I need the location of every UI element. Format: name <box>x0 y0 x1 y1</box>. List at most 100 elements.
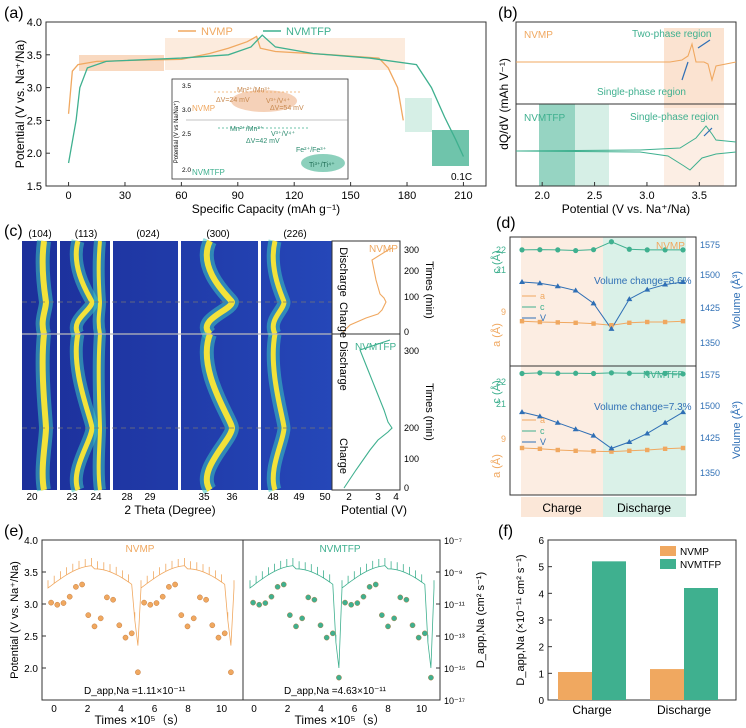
label-charge: Charge <box>337 438 349 474</box>
inset-ytick: 2.5 <box>182 131 191 138</box>
series-line-c <box>521 241 683 252</box>
ytick-c: 21 <box>496 265 506 275</box>
point-a <box>537 319 543 325</box>
point-v <box>572 287 579 293</box>
x-tick-label: 60 <box>175 190 187 202</box>
point-a <box>680 319 686 324</box>
inset-annotation: ΔV=42 mV <box>246 138 280 145</box>
point-a <box>537 446 543 451</box>
side-x-tick-label: 2 <box>346 492 352 503</box>
region-shade <box>664 108 724 186</box>
x-tick-label: 2.5 <box>587 190 602 202</box>
panel-label-f: (f) <box>498 523 513 540</box>
diffusion-point <box>79 581 85 588</box>
diffusion-point <box>153 600 160 606</box>
point-c <box>626 246 632 252</box>
point-a <box>645 447 650 453</box>
y-tick-label: 5 <box>538 563 544 574</box>
point-c <box>626 370 632 376</box>
inset-ylabel: Potential (V vs Na/Na⁺) <box>173 101 180 164</box>
label-nvmp: NVMP <box>524 30 553 41</box>
diffusion-point <box>421 630 428 637</box>
phase-box-discharge <box>603 497 686 517</box>
point-c <box>644 370 650 376</box>
ytick-volume: 1500 <box>700 401 720 411</box>
y-axis-label: Potential (V vs. Na⁺/Na) <box>13 40 27 168</box>
inset-ytick: 3.0 <box>182 107 191 114</box>
diffusion-point <box>48 599 54 606</box>
x-tick-label: 90 <box>232 190 244 202</box>
x-tick-label: 10 <box>216 704 228 715</box>
diffraction-trace <box>39 240 50 335</box>
arrow <box>703 127 713 137</box>
y-axis-label-a: a (Å) <box>490 323 503 347</box>
diffraction-trace <box>73 240 95 336</box>
y-tick-label: 4.0 <box>24 536 38 547</box>
panel-a: 0 30 60 90 120 150 180 210 1.5 2.0 2.5 3.0 3.5 4.0 NV… <box>13 17 487 216</box>
ytick-a: 9 <box>501 307 506 317</box>
y-tick-label: 6 <box>538 536 544 547</box>
x-tick-label: 36 <box>226 492 238 503</box>
inset-nvmp-label: NVMP <box>192 104 215 113</box>
diffusion-point <box>159 593 166 600</box>
side-y-axis-label: Times (min) <box>423 383 435 441</box>
side-x-tick-label: 4 <box>393 492 399 503</box>
inset-annotation: V³⁺/V⁴⁺ <box>271 130 295 138</box>
right-y-tick-label: 10⁻¹¹ <box>444 600 465 610</box>
point-v <box>626 296 633 302</box>
legend-label: V <box>540 313 546 323</box>
point-a <box>591 449 596 454</box>
diffusion-point <box>97 615 104 622</box>
x-tick-label: 210 <box>454 190 472 202</box>
diffusion-point <box>141 599 147 606</box>
diffusion-point <box>293 623 299 630</box>
x-tick-label: 30 <box>119 190 131 202</box>
diffusion-point <box>428 674 434 681</box>
diffusion-point <box>66 593 73 600</box>
y-tick-label: 3.5 <box>27 50 42 62</box>
label-discharge: Discharge <box>337 341 349 391</box>
ytick-volume: 1425 <box>700 433 720 443</box>
ytick-c: 22 <box>496 377 506 387</box>
diffusion-point <box>104 594 110 601</box>
point-c <box>537 247 543 253</box>
legend-nvmp: NVMP <box>201 26 233 38</box>
y-tick-label: 1 <box>538 669 544 680</box>
peak-label: (113) <box>75 229 98 240</box>
side-y-axis-label: Times (min) <box>423 261 435 319</box>
point-a <box>645 319 650 325</box>
point-a <box>680 445 686 451</box>
diffusion-point <box>147 601 154 608</box>
x-axis-label: Potential (V vs. Na⁺/Na) <box>562 202 690 216</box>
y-tick-label: 3 <box>538 616 544 627</box>
y-tick-label: 2.0 <box>24 664 38 675</box>
x-axis-label: Times ×10⁵（s） <box>295 713 386 727</box>
side-y-tick-label: 200 <box>404 423 419 433</box>
legend-nvmp: NVMP <box>680 547 709 558</box>
side-y-tick-label: 0 <box>404 327 409 337</box>
diffusion-point <box>342 599 348 606</box>
point-v <box>590 432 597 438</box>
legend-label: c <box>540 302 545 312</box>
dqdv-curve-nvmtfp <box>515 125 737 152</box>
x-tick-label: 23 <box>66 492 78 503</box>
point-v <box>662 281 669 287</box>
diffusion-point <box>250 599 256 606</box>
point-c <box>680 371 686 377</box>
series-line-nvmtfp <box>67 34 465 164</box>
inset-highlight <box>231 90 297 112</box>
ytick-c: 21 <box>496 399 506 409</box>
bar-nvmtfp-charge <box>592 561 626 700</box>
region-shade <box>405 98 432 132</box>
legend-label: V <box>540 437 546 447</box>
legend-swatch-nvmp <box>660 546 676 556</box>
diffusion-point <box>166 584 172 590</box>
region-shade <box>432 130 469 166</box>
panel-b: NVMP NVMTFP Two-phase region Single-phas… <box>497 21 737 216</box>
diffusion-point <box>91 623 98 630</box>
point-a <box>573 320 578 325</box>
diffusion-point <box>287 612 293 618</box>
x-tick-label: 6 <box>352 704 358 715</box>
inset-highlight <box>301 154 345 172</box>
